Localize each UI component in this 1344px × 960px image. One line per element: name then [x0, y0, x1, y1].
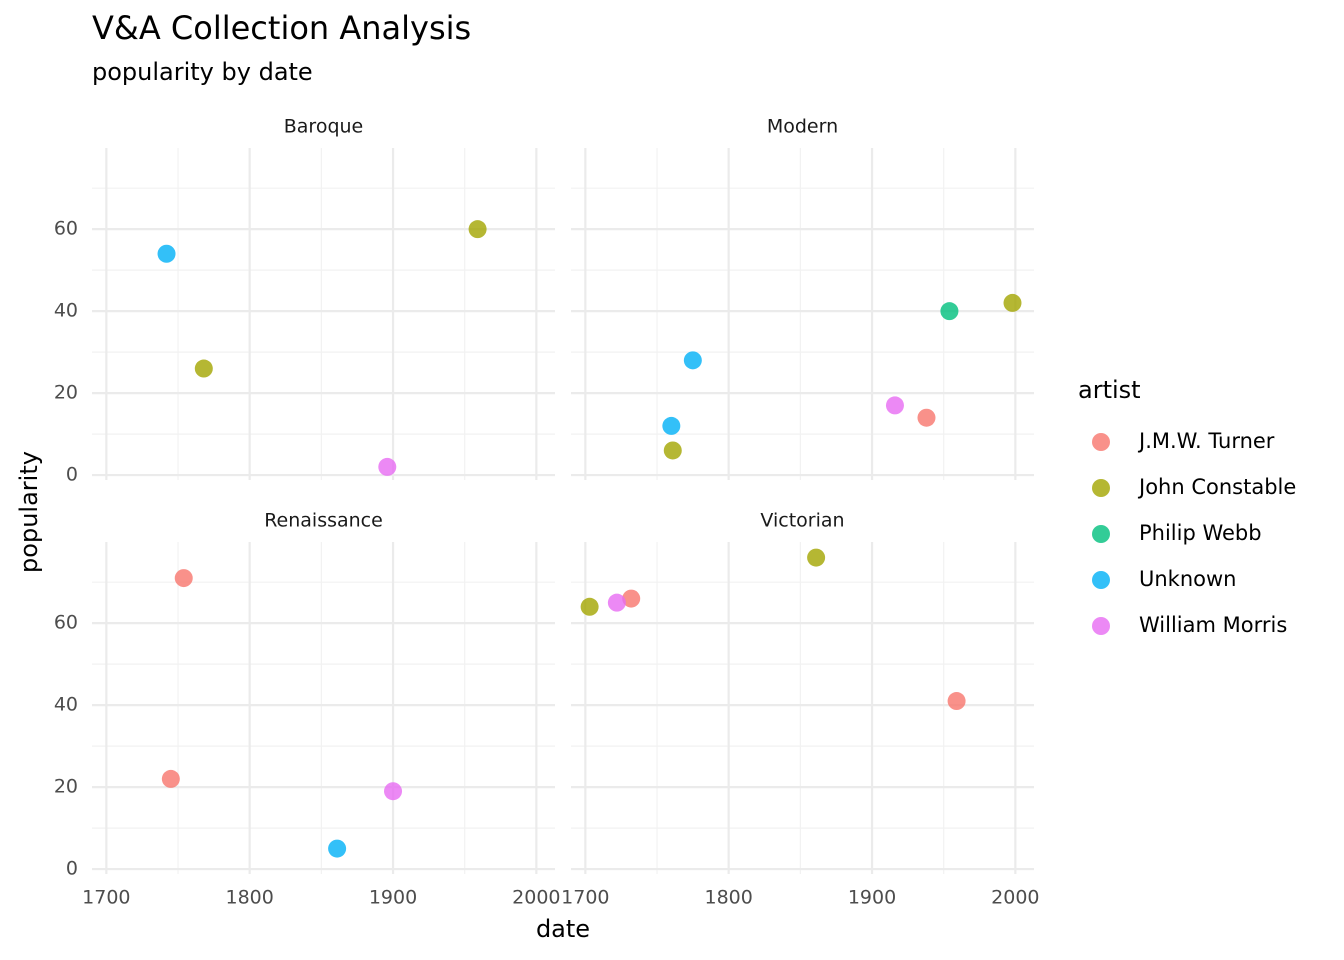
data-point: [947, 692, 966, 711]
x-tick-label: 1700: [561, 887, 609, 909]
data-point: [174, 569, 193, 588]
legend-marker: [1092, 525, 1110, 543]
facet-title: Baroque: [284, 116, 364, 138]
data-point: [662, 416, 681, 435]
data-point: [807, 548, 826, 567]
x-tick-label: 1700: [82, 887, 130, 909]
x-tick-label: 2000: [512, 887, 560, 909]
legend-label: William Morris: [1139, 613, 1287, 637]
data-point: [384, 782, 403, 801]
chart-subtitle: popularity by date: [92, 58, 313, 86]
legend-label: J.M.W. Turner: [1137, 429, 1275, 453]
data-point: [940, 302, 959, 321]
data-point: [607, 593, 626, 612]
facet-title: Renaissance: [264, 510, 383, 532]
x-tick-label: 1900: [369, 887, 417, 909]
y-tick-label: 20: [54, 776, 78, 798]
data-point: [161, 769, 180, 788]
data-point: [468, 220, 487, 239]
data-point: [917, 408, 936, 427]
data-point: [663, 441, 682, 460]
x-tick-label: 1800: [704, 887, 752, 909]
facet-title: Victorian: [760, 510, 844, 532]
legend-title: artist: [1078, 376, 1141, 404]
facet-title: Modern: [767, 116, 838, 138]
y-tick-label: 40: [54, 694, 78, 716]
data-point: [622, 589, 641, 608]
legend-marker: [1092, 571, 1110, 589]
data-point: [683, 351, 702, 370]
y-axis-label: popularity: [15, 451, 43, 573]
data-point: [1003, 293, 1022, 312]
y-tick-label: 40: [54, 300, 78, 322]
x-tick-label: 1800: [225, 887, 273, 909]
data-point: [194, 359, 213, 378]
data-point: [580, 597, 599, 616]
x-axis-label: date: [536, 915, 590, 943]
x-tick-label: 1900: [848, 887, 896, 909]
data-point: [157, 244, 176, 263]
data-point: [378, 457, 397, 476]
y-tick-label: 0: [66, 858, 78, 880]
data-point: [885, 396, 904, 415]
x-tick-label: 2000: [991, 887, 1039, 909]
legend-marker: [1092, 617, 1110, 635]
legend-label: John Constable: [1137, 475, 1296, 499]
legend-marker: [1092, 479, 1110, 497]
y-tick-label: 60: [54, 218, 78, 240]
y-tick-label: 20: [54, 382, 78, 404]
legend-marker: [1092, 433, 1110, 451]
data-point: [328, 839, 347, 858]
chart-title: V&A Collection Analysis: [92, 9, 471, 47]
legend-label: Philip Webb: [1139, 521, 1262, 545]
legend-label: Unknown: [1139, 567, 1236, 591]
y-tick-label: 0: [66, 464, 78, 486]
y-tick-label: 60: [54, 612, 78, 634]
